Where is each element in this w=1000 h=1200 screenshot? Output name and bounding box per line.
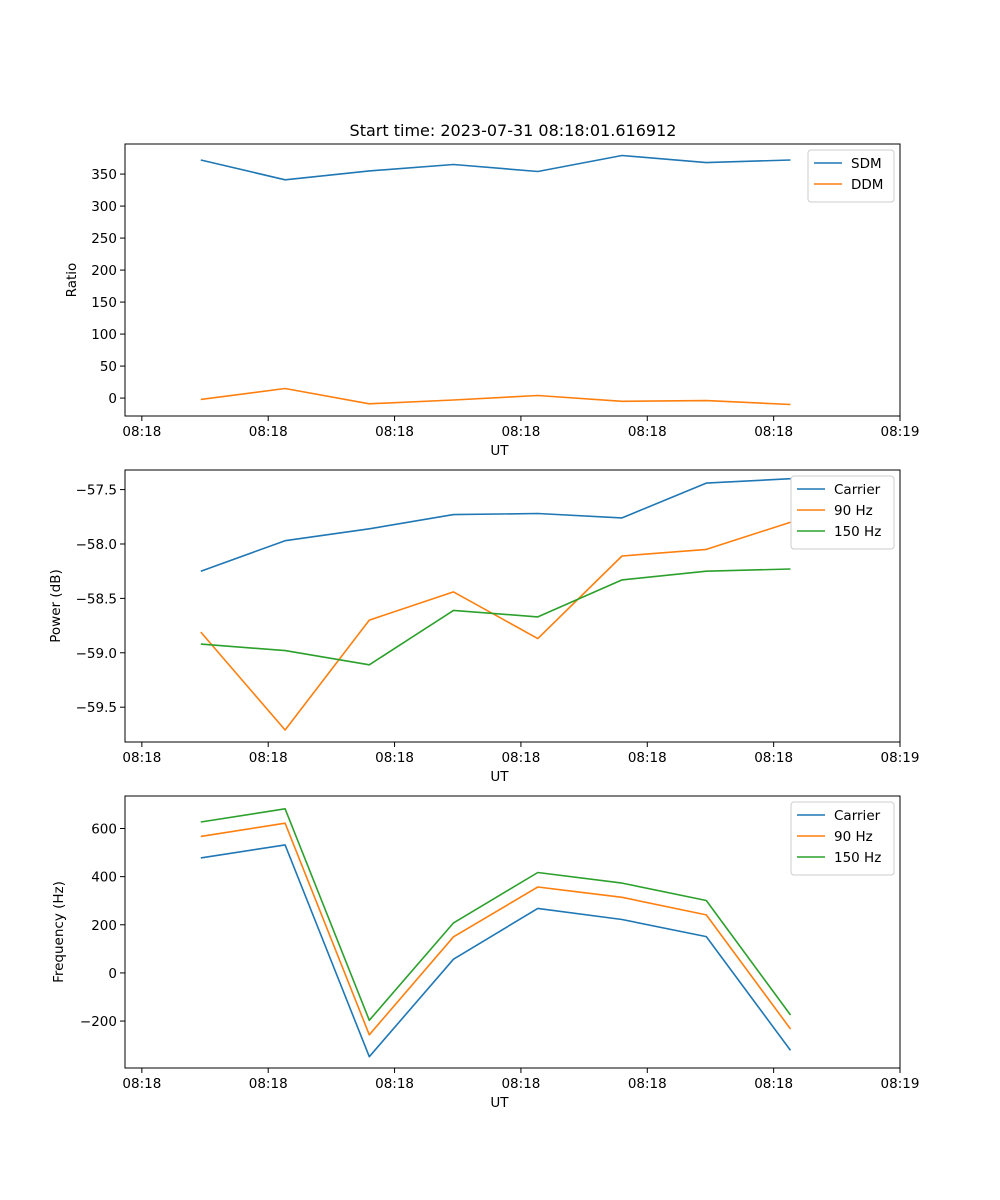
y-tick-label: −57.5: [76, 483, 117, 499]
y-tick-label: 200: [91, 263, 117, 279]
x-tick-label: 08:18: [754, 750, 793, 766]
x-tick-label: 08:18: [501, 1076, 540, 1092]
axes-frame: [124, 795, 901, 1069]
series-line-150-hz: [200, 568, 791, 666]
legend-label: SDM: [851, 156, 882, 172]
x-tick-label: 08:18: [501, 750, 540, 766]
y-tick-label: 100: [91, 327, 117, 343]
series-line-ddm: [200, 387, 791, 406]
y-tick-label: 0: [108, 966, 117, 982]
series-line-carrier: [200, 477, 791, 572]
y-tick-label: −58.0: [76, 537, 117, 553]
y-tick-label: 250: [91, 231, 117, 247]
x-tick-label: 08:18: [375, 750, 414, 766]
legend-label: Carrier: [834, 808, 881, 824]
x-axis-label: UT: [490, 769, 509, 785]
x-tick-label: 08:18: [628, 424, 667, 440]
x-axis-label: UT: [490, 443, 509, 459]
x-tick-label: 08:18: [628, 1076, 667, 1092]
y-tick-label: −59.5: [76, 700, 117, 716]
y-tick-label: 300: [91, 199, 117, 215]
legend-label: DDM: [851, 177, 883, 193]
x-tick-label: 08:19: [881, 750, 920, 766]
x-tick-label: 08:18: [122, 750, 161, 766]
x-tick-label: 08:18: [754, 1076, 793, 1092]
y-tick-label: 400: [91, 870, 117, 886]
x-tick-label: 08:18: [754, 424, 793, 440]
y-tick-label: 150: [91, 295, 117, 311]
x-tick-label: 08:18: [375, 424, 414, 440]
x-tick-label: 08:18: [628, 750, 667, 766]
y-tick-label: 50: [100, 359, 117, 375]
y-tick-label: −59.0: [76, 646, 117, 662]
y-axis-label: Ratio: [64, 263, 80, 298]
series-line-sdm: [200, 154, 791, 181]
y-tick-label: −58.5: [76, 591, 117, 607]
ratio-chart: 08:18 08:18 08:18 08:18 08:18 08:18 08:19 0 50 10…: [64, 143, 920, 459]
x-tick-label: 08:18: [122, 1076, 161, 1092]
series-line-90-hz: [200, 521, 791, 731]
x-tick-label: 08:18: [501, 424, 540, 440]
power-chart: 08:18 08:18 08:18 08:18 08:18 08:18 08:19 −59.5…: [48, 469, 920, 785]
legend: SDM DDM: [807, 149, 895, 203]
frequency-chart: 08:18 08:18 08:18 08:18 08:18 08:18 08:19 −200 0…: [51, 795, 920, 1111]
series-line-150-hz: [200, 807, 792, 1022]
x-tick-label: 08:19: [881, 424, 920, 440]
legend: Carrier 90 Hz 150 Hz: [790, 801, 895, 876]
y-axis-label: Frequency (Hz): [51, 881, 67, 983]
x-tick-label: 08:18: [249, 750, 288, 766]
legend-label: 150 Hz: [834, 850, 881, 866]
series-line-90-hz: [200, 822, 792, 1036]
x-tick-label: 08:18: [122, 424, 161, 440]
x-tick-label: 08:18: [249, 1076, 288, 1092]
legend-label: 150 Hz: [834, 524, 881, 540]
axes-frame: [124, 143, 901, 417]
y-tick-label: 0: [108, 391, 117, 407]
y-tick-label: −200: [80, 1014, 117, 1030]
y-tick-label: 200: [91, 918, 117, 934]
legend-label: 90 Hz: [834, 503, 873, 519]
figure-title: Start time: 2023-07-31 08:18:01.616912: [350, 121, 677, 140]
axes-frame: [124, 469, 901, 743]
x-tick-label: 08:19: [881, 1076, 920, 1092]
x-tick-label: 08:18: [249, 424, 288, 440]
x-tick-label: 08:18: [375, 1076, 414, 1092]
y-axis-label: Power (dB): [48, 569, 64, 642]
legend-label: 90 Hz: [834, 829, 873, 845]
y-tick-label: 350: [91, 167, 117, 183]
legend: Carrier 90 Hz 150 Hz: [790, 475, 895, 550]
legend-label: Carrier: [834, 482, 881, 498]
y-tick-label: 600: [91, 821, 117, 837]
x-axis-label: UT: [490, 1095, 509, 1111]
series-line-carrier: [200, 844, 792, 1058]
